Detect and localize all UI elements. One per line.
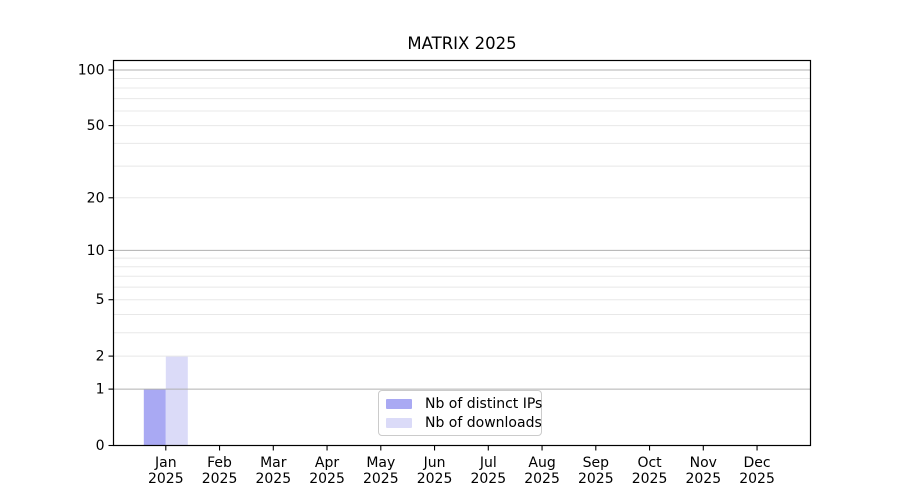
x-tick-year-dec: 2025 xyxy=(739,471,775,487)
x-tick-label-jul: Jul xyxy=(479,455,497,471)
x-tick-year-sep: 2025 xyxy=(578,471,614,487)
x-tick-year-oct: 2025 xyxy=(632,471,668,487)
x-tick-year-may: 2025 xyxy=(363,471,399,487)
bar-nb-of-downloads-jan xyxy=(165,356,188,446)
y-tick-label-2: 2 xyxy=(96,349,105,365)
chart-title: MATRIX 2025 xyxy=(407,34,517,53)
x-tick-year-jul: 2025 xyxy=(470,471,506,487)
x-tick-year-jan: 2025 xyxy=(148,471,184,487)
legend-item-downloads: Nb of downloads xyxy=(386,414,542,431)
plot-border xyxy=(112,59,812,447)
legend-swatch-downloads xyxy=(386,417,412,428)
y-tick-label-1: 1 xyxy=(96,382,105,398)
x-tick-label-mar: Mar xyxy=(260,455,287,471)
x-tick-label-dec: Dec xyxy=(744,455,771,471)
x-tick-label-jun: Jun xyxy=(423,455,446,471)
x-tick-label-jan: Jan xyxy=(154,455,177,471)
x-tick-label-oct: Oct xyxy=(637,455,662,471)
y-tick-label-0: 0 xyxy=(96,438,105,454)
y-tick-label-50: 50 xyxy=(87,118,105,134)
legend-item-distinct-ips: Nb of distinct IPs xyxy=(386,395,542,412)
x-tick-year-feb: 2025 xyxy=(202,471,238,487)
x-tick-year-aug: 2025 xyxy=(524,471,560,487)
y-tick-label-100: 100 xyxy=(78,63,105,79)
y-tick-label-20: 20 xyxy=(87,190,105,206)
x-tick-label-may: May xyxy=(366,455,395,471)
legend: Nb of distinct IPs Nb of downloads xyxy=(378,390,542,436)
x-tick-label-apr: Apr xyxy=(315,455,339,471)
x-tick-year-apr: 2025 xyxy=(309,471,345,487)
y-tick-label-10: 10 xyxy=(87,243,105,259)
x-tick-label-nov: Nov xyxy=(690,455,717,471)
y-tick-label-5: 5 xyxy=(96,292,105,308)
x-tick-label-aug: Aug xyxy=(528,455,555,471)
x-tick-year-jun: 2025 xyxy=(417,471,453,487)
bar-nb-of-distinct-ips-jan xyxy=(143,389,166,446)
legend-label-distinct-ips: Nb of distinct IPs xyxy=(425,395,543,412)
legend-label-downloads: Nb of downloads xyxy=(425,414,542,431)
x-tick-label-sep: Sep xyxy=(583,455,610,471)
x-tick-year-mar: 2025 xyxy=(255,471,291,487)
x-tick-year-nov: 2025 xyxy=(685,471,721,487)
legend-swatch-distinct-ips xyxy=(386,398,412,409)
x-tick-label-feb: Feb xyxy=(207,455,232,471)
